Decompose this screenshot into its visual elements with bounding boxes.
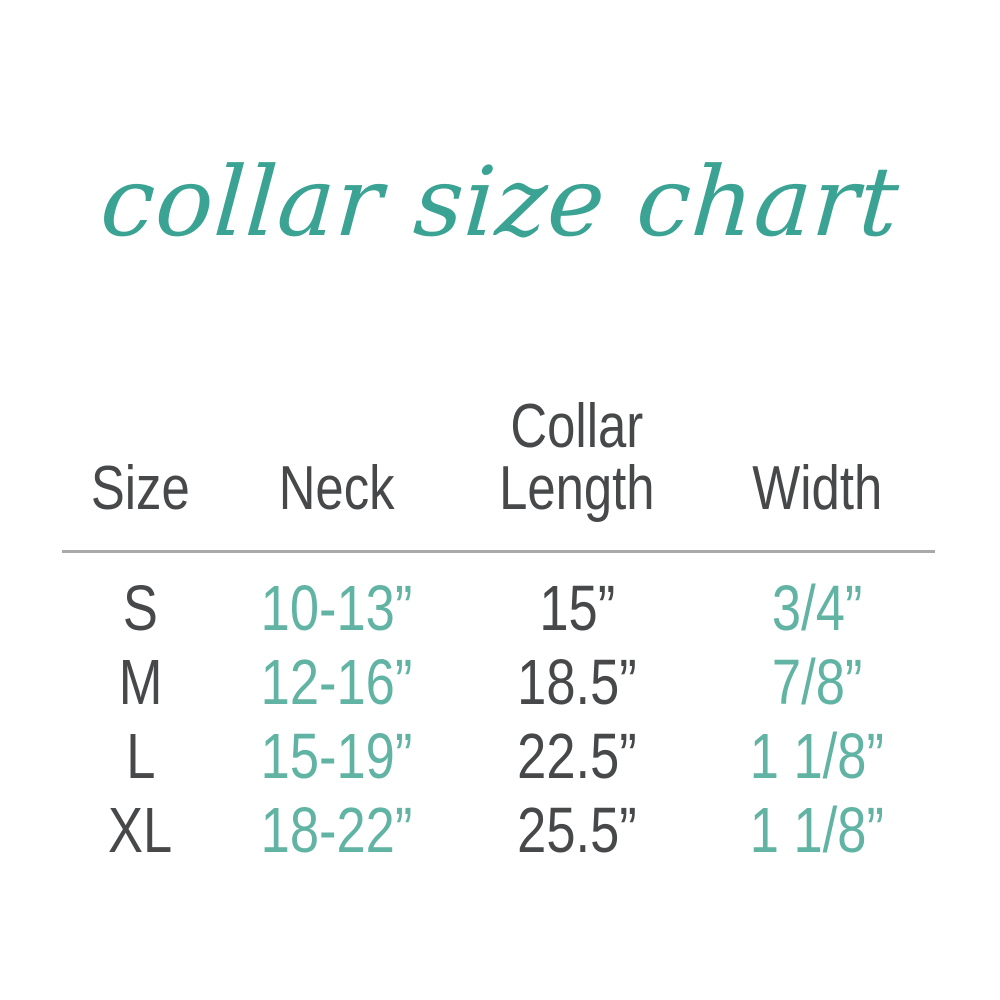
width-cell: 7/8”	[699, 647, 935, 717]
size-value: L	[125, 719, 156, 792]
table-header-row: Size Neck Collar Length Width	[62, 334, 935, 520]
table-row-medium: M 12-16” 18.5” 7/8”	[62, 645, 935, 719]
neck-cell: 12-16”	[219, 647, 455, 717]
size-cell: S	[62, 573, 219, 643]
neck-cell: 15-19”	[219, 721, 455, 791]
size-cell: XL	[62, 795, 219, 865]
collar-length-value: 25.5”	[517, 793, 637, 866]
collar-length-cell: 22.5”	[455, 721, 699, 791]
width-value: 1 1/8”	[750, 793, 885, 866]
column-header-collar-length-label: Collar Length	[499, 391, 655, 523]
collar-length-value: 22.5”	[517, 719, 637, 792]
title-area: collar size chart	[0, 0, 1000, 258]
column-header-neck-label: Neck	[279, 453, 395, 523]
size-value: M	[118, 645, 163, 718]
neck-value: 12-16”	[261, 645, 413, 718]
collar-length-cell: 25.5”	[455, 795, 699, 865]
column-header-collar-length: Collar Length	[455, 334, 699, 520]
width-value: 1 1/8”	[750, 719, 885, 792]
column-header-width: Width	[699, 396, 935, 520]
width-cell: 1 1/8”	[699, 795, 935, 865]
column-header-size: Size	[62, 396, 219, 520]
size-value: XL	[108, 793, 173, 866]
neck-value: 18-22”	[261, 793, 413, 866]
width-value: 7/8”	[771, 645, 863, 718]
neck-cell: 10-13”	[219, 573, 455, 643]
width-value: 3/4”	[771, 571, 863, 644]
width-cell: 1 1/8”	[699, 721, 935, 791]
column-header-width-label: Width	[752, 453, 883, 523]
size-cell: L	[62, 721, 219, 791]
table-row-xlarge: XL 18-22” 25.5” 1 1/8”	[62, 793, 935, 867]
header-divider-line	[62, 549, 935, 553]
collar-length-value: 15”	[539, 571, 615, 644]
table-body: S 10-13” 15” 3/4” M 12-16” 18.5” 7/8” L …	[62, 571, 935, 867]
table-row-small: S 10-13” 15” 3/4”	[62, 571, 935, 645]
width-cell: 3/4”	[699, 573, 935, 643]
neck-value: 10-13”	[261, 571, 413, 644]
column-header-neck: Neck	[219, 396, 455, 520]
neck-cell: 18-22”	[219, 795, 455, 865]
page-title: collar size chart	[97, 146, 904, 258]
size-table: Size Neck Collar Length Width S 10-13” 1…	[62, 334, 935, 867]
column-header-size-label: Size	[91, 453, 191, 523]
table-row-large: L 15-19” 22.5” 1 1/8”	[62, 719, 935, 793]
collar-length-cell: 15”	[455, 573, 699, 643]
size-cell: M	[62, 647, 219, 717]
collar-length-cell: 18.5”	[455, 647, 699, 717]
size-value: S	[123, 571, 159, 644]
neck-value: 15-19”	[261, 719, 413, 792]
collar-length-value: 18.5”	[517, 645, 637, 718]
